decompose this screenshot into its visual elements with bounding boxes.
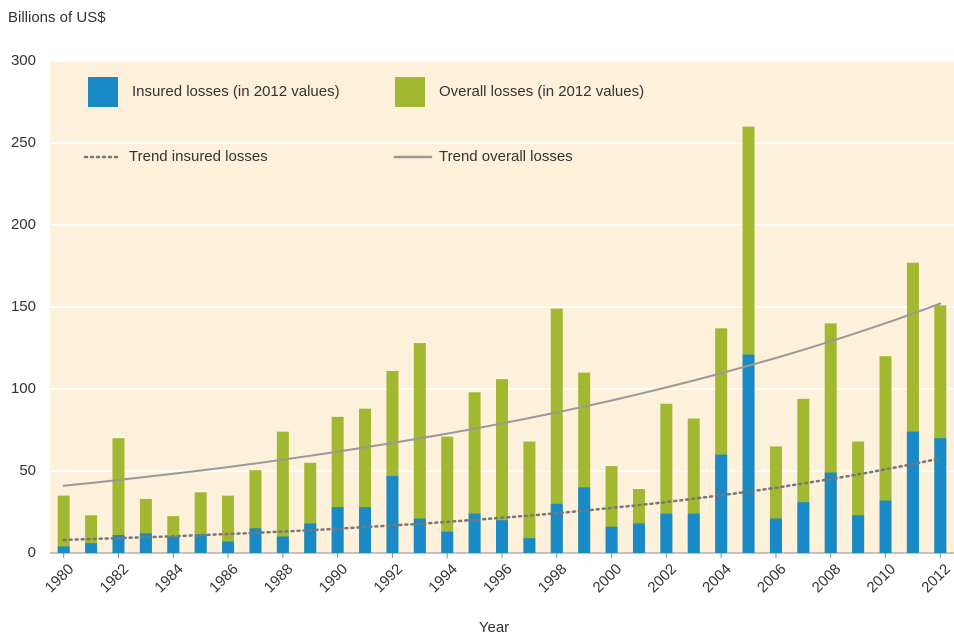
bar bbox=[413, 343, 426, 553]
bar bbox=[222, 541, 235, 553]
bar bbox=[276, 431, 289, 553]
bar bbox=[249, 528, 262, 553]
bar bbox=[359, 507, 372, 553]
x-tick-label: 1996 bbox=[480, 561, 516, 597]
x-tick-label: 1998 bbox=[535, 561, 571, 597]
bar bbox=[468, 513, 481, 553]
bar bbox=[496, 520, 508, 553]
bar bbox=[852, 515, 865, 553]
x-tick-label: 1990 bbox=[316, 561, 352, 597]
bar bbox=[112, 534, 125, 553]
bar bbox=[660, 513, 673, 553]
y-tick-label: 200 bbox=[11, 216, 36, 233]
bar bbox=[249, 470, 262, 553]
bar bbox=[167, 536, 180, 553]
y-axis-title: Billions of US$ bbox=[8, 9, 106, 26]
bar bbox=[112, 438, 125, 553]
bar bbox=[605, 526, 618, 553]
legend-swatch bbox=[395, 77, 425, 107]
x-tick-label: 1980 bbox=[42, 561, 78, 597]
y-tick-label: 100 bbox=[11, 380, 36, 397]
bar bbox=[906, 431, 919, 553]
x-tick-label: 1992 bbox=[370, 561, 406, 597]
legend-label: Overall losses (in 2012 values) bbox=[439, 83, 644, 100]
y-tick-label: 150 bbox=[11, 298, 36, 315]
y-tick-label: 0 bbox=[28, 544, 36, 561]
bar bbox=[85, 543, 98, 553]
x-tick-label: 2006 bbox=[754, 561, 790, 597]
legend-label: Trend overall losses bbox=[439, 148, 573, 165]
bar bbox=[276, 536, 289, 553]
x-tick-label: 2008 bbox=[809, 561, 845, 597]
x-tick-label: 2010 bbox=[864, 561, 900, 597]
x-axis-title: Year bbox=[479, 619, 509, 636]
x-tick-label: 1982 bbox=[96, 561, 132, 597]
x-tick-label: 1988 bbox=[261, 561, 297, 597]
trend-line bbox=[62, 457, 942, 542]
legend-label: Insured losses (in 2012 values) bbox=[132, 83, 340, 100]
bar bbox=[386, 475, 399, 553]
bar bbox=[57, 546, 70, 553]
trend-line bbox=[62, 302, 942, 487]
bar bbox=[578, 487, 591, 553]
y-tick-label: 300 bbox=[11, 52, 36, 69]
bar bbox=[632, 523, 645, 553]
bar bbox=[441, 531, 454, 553]
y-tick-label: 250 bbox=[11, 134, 36, 151]
x-tick-label: 2004 bbox=[699, 561, 735, 597]
bar bbox=[550, 503, 563, 553]
bar bbox=[413, 518, 426, 553]
bar bbox=[194, 534, 207, 553]
bar bbox=[57, 495, 70, 553]
legend-label: Trend insured losses bbox=[129, 148, 268, 165]
bar bbox=[879, 500, 892, 553]
bar bbox=[304, 523, 317, 553]
x-tick-label: 1984 bbox=[151, 561, 187, 597]
bar bbox=[222, 495, 235, 553]
x-tick-label: 2000 bbox=[590, 561, 626, 597]
bar bbox=[687, 513, 700, 553]
y-tick-label: 50 bbox=[19, 462, 36, 479]
bar bbox=[934, 438, 947, 553]
x-tick-label: 1986 bbox=[206, 561, 242, 597]
bar bbox=[742, 354, 755, 553]
bar bbox=[441, 436, 454, 553]
bar bbox=[769, 518, 782, 553]
x-tick-label: 2002 bbox=[644, 561, 680, 597]
x-tick-label: 1994 bbox=[425, 561, 461, 597]
bar bbox=[715, 454, 728, 553]
bar bbox=[550, 308, 563, 553]
bar bbox=[468, 392, 481, 553]
bar bbox=[797, 502, 810, 553]
bar bbox=[523, 441, 536, 553]
bar bbox=[824, 472, 837, 553]
bar bbox=[331, 507, 344, 553]
bar bbox=[523, 538, 536, 553]
x-tick-label: 2012 bbox=[918, 561, 954, 597]
legend-swatch bbox=[88, 77, 118, 107]
